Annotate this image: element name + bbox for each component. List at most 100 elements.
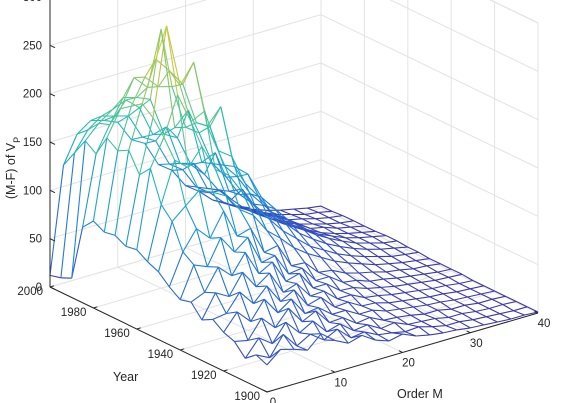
mesh-segment — [187, 109, 200, 134]
mesh-segment — [489, 303, 503, 310]
mesh-segment — [350, 255, 365, 258]
mesh-segment — [329, 321, 341, 325]
mesh-segment — [149, 29, 162, 100]
mesh-segment — [410, 275, 422, 283]
mesh-segment — [491, 298, 504, 305]
mesh-segment — [244, 252, 257, 287]
mesh-segment — [377, 256, 390, 265]
mesh-segment — [187, 110, 203, 163]
mesh-segment — [174, 159, 187, 207]
mesh-segment — [84, 122, 100, 142]
mesh-segment — [437, 308, 452, 311]
mesh-segment — [353, 247, 368, 250]
mesh-segment — [236, 173, 249, 178]
mesh-segment — [415, 296, 430, 300]
mesh-segment — [128, 149, 141, 176]
mesh-segment — [193, 163, 208, 189]
mesh-segment — [459, 321, 471, 329]
mesh-segment — [437, 271, 449, 278]
mesh-segment — [321, 232, 335, 235]
mesh-segment — [163, 133, 178, 139]
mesh-segment — [280, 208, 294, 211]
mesh-segment — [204, 110, 216, 170]
mesh-segment — [310, 226, 324, 229]
mesh-segment — [429, 258, 441, 265]
mesh-segment — [255, 207, 270, 220]
mesh-segment — [166, 126, 178, 139]
year-axis-line — [49, 286, 268, 393]
mesh-segment — [182, 84, 197, 123]
mesh-segment — [279, 237, 292, 266]
z-axis-title-sub: P — [12, 137, 22, 143]
mesh-segment — [432, 288, 444, 295]
mesh-segment — [331, 235, 344, 242]
mesh-segment — [312, 283, 327, 289]
mesh-segment — [247, 237, 260, 274]
mesh-segment — [255, 354, 270, 359]
z-gridline — [320, 14, 539, 121]
mesh-segment — [180, 299, 192, 303]
mesh-segment — [358, 313, 371, 318]
mesh-segment — [410, 313, 425, 316]
mesh-segment — [478, 302, 490, 309]
mesh-segment — [423, 313, 436, 320]
order-gridline — [185, 247, 403, 353]
mesh-segment — [226, 311, 238, 315]
mesh-segment — [434, 279, 447, 286]
mesh-segment — [456, 291, 468, 298]
order-tick-label: 30 — [470, 338, 483, 350]
mesh-segment — [131, 136, 143, 141]
mesh-segment — [326, 323, 341, 333]
mesh-segment — [274, 321, 287, 329]
mesh-segment — [176, 94, 189, 168]
mesh-segment — [510, 314, 525, 320]
mesh-segment — [280, 289, 295, 302]
mesh-segment — [255, 272, 270, 288]
mesh-segment — [385, 271, 398, 279]
mesh-segment — [223, 311, 238, 333]
mesh-segment — [394, 322, 408, 325]
mesh-segment — [136, 168, 151, 250]
mesh-segment — [366, 324, 379, 336]
mesh-segment — [293, 289, 309, 306]
mesh-segment — [201, 146, 216, 170]
mesh-segment — [486, 316, 498, 323]
mesh-segment — [380, 286, 392, 296]
mesh-segment — [139, 98, 151, 109]
mesh-segment — [233, 237, 249, 253]
mesh-segment — [117, 121, 132, 140]
mesh-segment — [383, 240, 397, 244]
mesh-segment — [201, 161, 213, 165]
mesh-segment — [82, 153, 97, 228]
mesh-segment — [369, 316, 384, 321]
mesh-segment — [296, 283, 311, 297]
mesh-segment — [299, 273, 311, 297]
mesh-segment — [101, 109, 113, 117]
mesh-segment — [399, 269, 411, 277]
mesh-segment — [250, 228, 265, 253]
z-gridline — [389, 0, 539, 72]
mesh-segment — [524, 311, 539, 316]
mesh-segment — [326, 243, 338, 255]
mesh-segment — [372, 236, 384, 244]
mesh-segment — [380, 285, 395, 288]
mesh-segment — [348, 334, 363, 344]
mesh-segment — [49, 165, 65, 276]
mesh-segment — [239, 291, 254, 305]
mesh-segment — [326, 223, 338, 229]
mesh-segment — [258, 337, 273, 345]
mesh-segment — [383, 316, 398, 321]
mesh-segment — [253, 298, 265, 305]
mesh-segment — [323, 290, 336, 308]
mesh-segment — [60, 152, 75, 278]
mesh-segment — [293, 207, 308, 210]
mesh-segment — [364, 225, 376, 232]
mesh-segment — [285, 321, 300, 334]
order-tick-mark — [534, 310, 539, 314]
mesh-segment — [443, 291, 457, 295]
year-tick-mark — [93, 306, 98, 309]
mesh-segment — [399, 268, 414, 271]
mesh-segment — [361, 334, 376, 341]
mesh-segment — [328, 217, 341, 224]
